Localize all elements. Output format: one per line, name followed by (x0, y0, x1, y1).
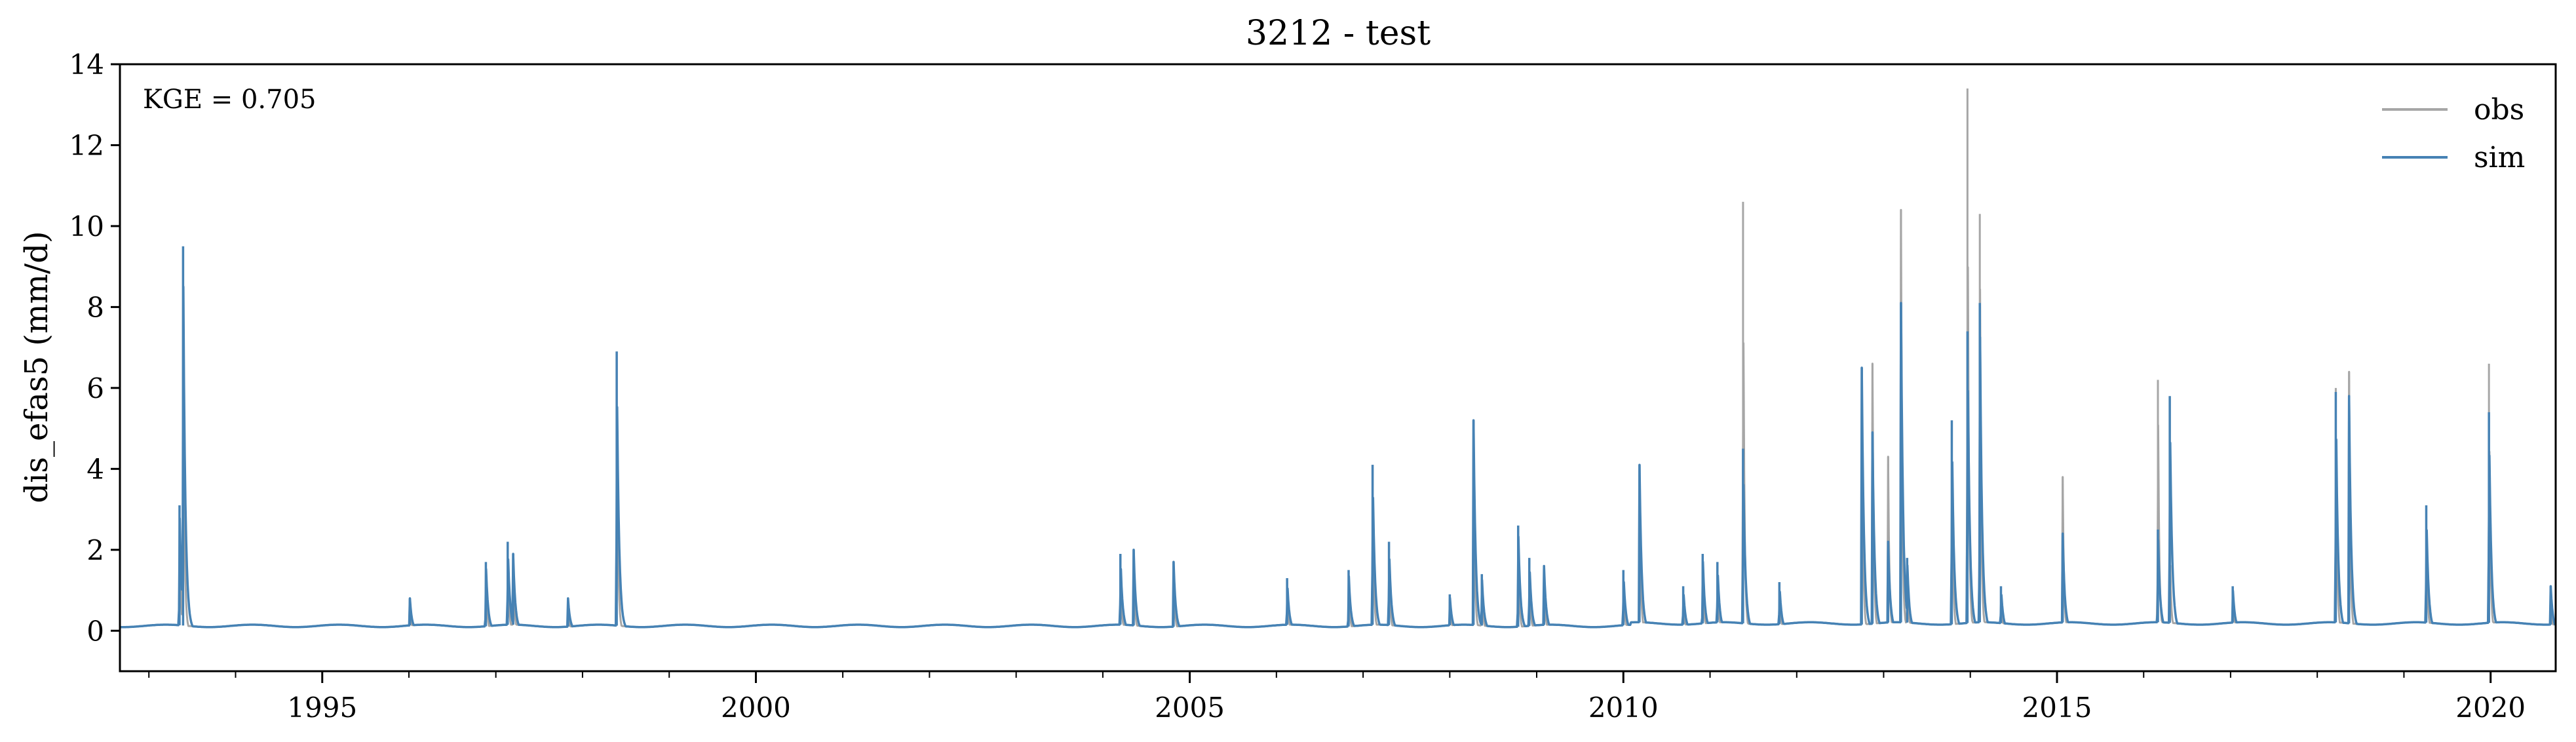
legend-label-sim: sim (2474, 141, 2525, 174)
y-tick-label: 10 (69, 210, 104, 243)
y-axis: 0 2 4 6 8 10 12 14 (69, 49, 120, 647)
y-tick-label: 14 (69, 49, 104, 81)
plot-area (119, 88, 2556, 629)
legend: obs sim (2382, 93, 2525, 174)
legend-label-obs: obs (2474, 93, 2524, 127)
x-tick-label: 2000 (721, 692, 791, 724)
y-tick-label: 8 (87, 291, 104, 323)
chart-title: 3212 - test (1246, 14, 1431, 53)
x-tick-label: 1995 (287, 692, 357, 724)
kge-annotation: KGE = 0.705 (143, 85, 317, 115)
series-obs (119, 88, 2556, 629)
series-line-sim (119, 285, 2556, 629)
x-axis: 1995 2000 2005 2010 2015 2020 (148, 671, 2526, 724)
x-tick-label: 2010 (1588, 692, 1659, 724)
x-tick-label: 2015 (2022, 692, 2092, 724)
y-tick-label: 6 (87, 372, 104, 404)
y-tick-label: 4 (87, 453, 104, 485)
series-sim (119, 246, 2556, 629)
plot-frame (119, 63, 2557, 673)
y-tick-label: 0 (87, 615, 104, 647)
y-tick-label: 12 (69, 129, 104, 161)
x-tick-label: 2020 (2455, 692, 2526, 724)
y-axis-label: dis_efas5 (mm/d) (18, 231, 55, 503)
y-tick-label: 2 (87, 534, 104, 566)
x-tick-label: 2005 (1155, 692, 1225, 724)
